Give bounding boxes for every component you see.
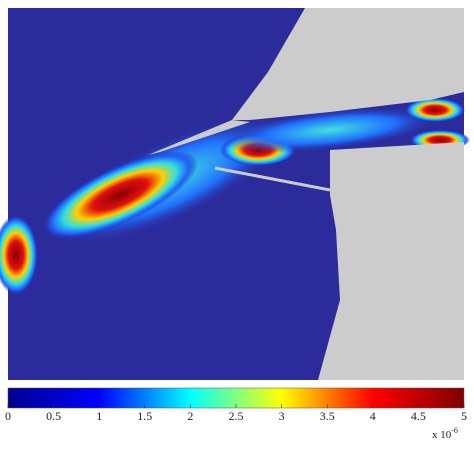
solid-lower [318,142,464,380]
jet-core [42,151,198,239]
colorbar-tick-label: 4 [370,409,376,423]
jet-left [0,215,38,295]
colorbar-tick-label: 2.5 [229,409,244,423]
channel-flow [220,107,440,153]
multiplier-exponent: -6 [451,426,458,435]
colorbar-tick-label: 1.5 [137,409,152,423]
colorbar-tick-label: 0.5 [46,409,61,423]
colorbar-ticks: 0 0.5 1 1.5 2 2.5 3 3.5 4 4.5 5 [5,404,467,423]
blade-lower [214,166,331,192]
colorbar-tick-label: 5 [461,409,467,423]
multiplier-base: x 10 [432,429,452,441]
colorbar-multiplier: x 10-6 [432,426,458,441]
colorbar-tick-label: 0 [5,409,11,423]
colorbar-tick-label: 1 [96,409,102,423]
jet-upper-right [405,98,465,122]
solid-upper [232,8,464,120]
field [0,8,470,380]
colorbar-tick-label: 3 [279,409,285,423]
colorbar-tick-label: 2 [187,409,193,423]
colorbar-tick-label: 4.5 [411,409,426,423]
blade-upper [148,120,250,155]
colorbar-tick-label: 3.5 [320,409,335,423]
